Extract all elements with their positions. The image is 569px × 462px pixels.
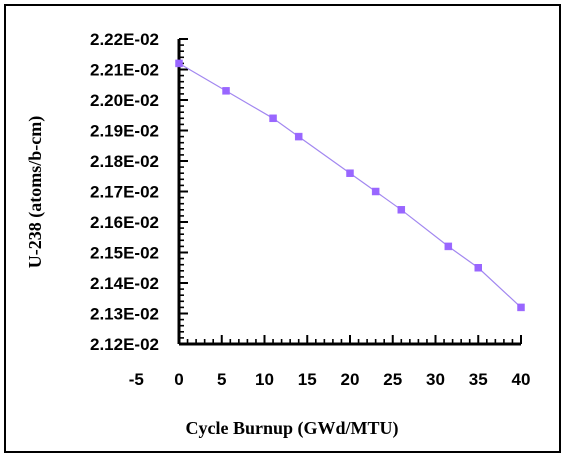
- y-tick-labels: 2.12E-02 2.13E-02 2.14E-02 2.15E-02 2.16E-02…: [90, 30, 159, 354]
- data-point: [444, 242, 453, 251]
- x-tick-labels: -5 0 5 10 15 20 25 30 35 40: [129, 370, 531, 389]
- data-point: [397, 206, 406, 214]
- data-point: [346, 169, 354, 177]
- x-tick-label: 25: [383, 370, 402, 389]
- x-tick-label: 5: [217, 370, 226, 389]
- x-tick-label: -5: [129, 370, 144, 389]
- data-point: [175, 59, 183, 68]
- data-point: [222, 87, 230, 95]
- data-markers: [175, 59, 525, 312]
- y-axis-title: U-238 (atoms/b-cm): [25, 116, 46, 268]
- data-point: [371, 187, 380, 196]
- x-tick-label: 0: [174, 370, 183, 389]
- y-tick-label: 2.22E-02: [90, 30, 159, 49]
- x-tick-label: 15: [298, 370, 317, 389]
- y-tick-label: 2.18E-02: [90, 152, 159, 171]
- y-tick-label: 2.21E-02: [90, 61, 159, 80]
- series-line: [178, 62, 522, 308]
- data-point: [517, 303, 525, 312]
- y-tick-label: 2.20E-02: [90, 91, 159, 110]
- data-point: [294, 132, 303, 141]
- y-tick-label: 2.17E-02: [90, 183, 159, 202]
- y-tick-label: 2.14E-02: [90, 274, 159, 293]
- y-tick-label: 2.16E-02: [90, 213, 159, 232]
- y-tick-label: 2.12E-02: [90, 335, 159, 354]
- x-axis-title: Cycle Burnup (GWd/MTU): [185, 418, 398, 439]
- y-tick-label: 2.15E-02: [90, 244, 159, 263]
- y-tick-label: 2.13E-02: [90, 305, 159, 324]
- data-point: [474, 264, 482, 272]
- x-tick-label: 40: [512, 370, 531, 389]
- x-tick-label: 10: [255, 370, 274, 389]
- data-point: [269, 114, 277, 123]
- x-tick-label: 35: [469, 370, 488, 389]
- x-tick-label: 30: [426, 370, 445, 389]
- x-tick-label: 20: [341, 370, 360, 389]
- chart-frame: [4, 4, 561, 453]
- y-tick-label: 2.19E-02: [90, 122, 159, 141]
